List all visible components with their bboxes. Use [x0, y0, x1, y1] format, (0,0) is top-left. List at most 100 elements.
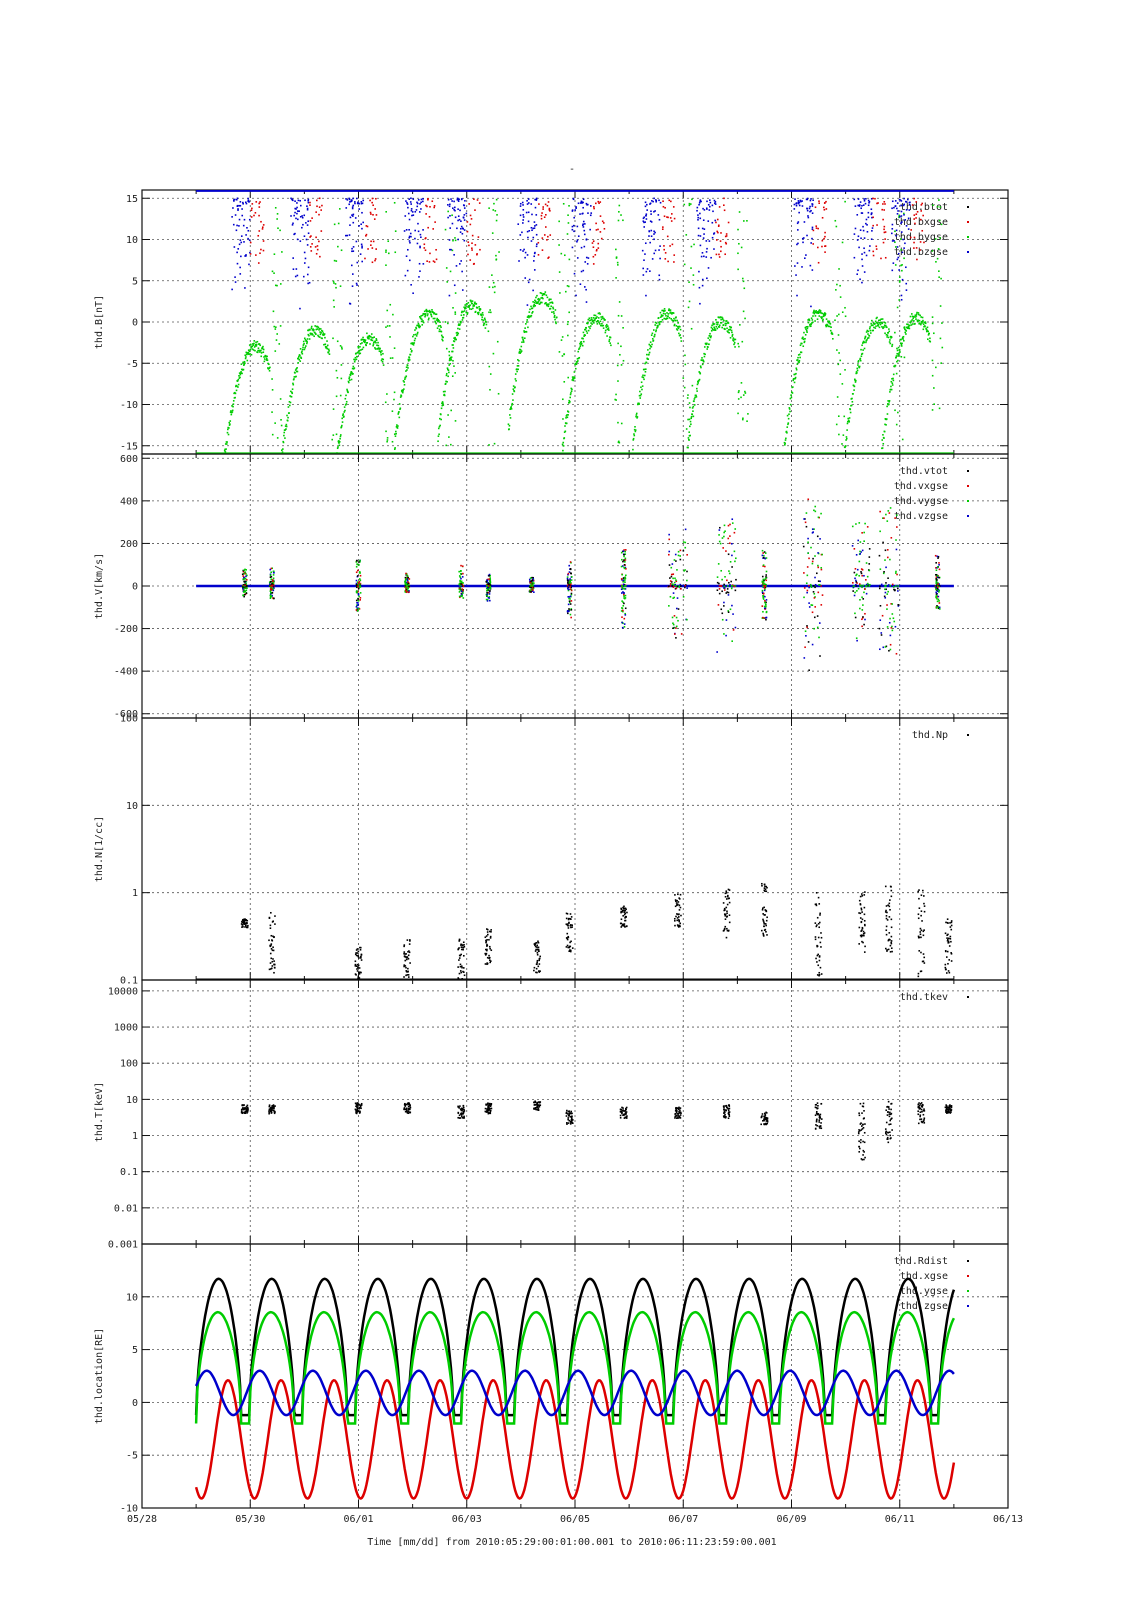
- bygse-point: [801, 342, 803, 345]
- velocity-point: [623, 617, 626, 620]
- velocity-point: [680, 585, 682, 587]
- bygse-point: [376, 344, 378, 347]
- bzgse-point: [449, 248, 451, 251]
- bygse-point: [825, 325, 828, 328]
- bygse-point: [899, 280, 901, 282]
- bygse-point: [730, 326, 733, 329]
- bygse-point: [894, 331, 896, 334]
- bygse-point: [437, 427, 440, 430]
- bygse-point: [328, 353, 331, 355]
- velocity-point: [733, 585, 736, 588]
- velocity-point: [406, 578, 408, 580]
- velocity-point: [458, 575, 461, 577]
- bygse-point: [585, 327, 588, 329]
- velocity-point: [568, 584, 571, 587]
- velocity-point: [858, 574, 860, 577]
- bzgse-point: [408, 259, 411, 262]
- bygse-point: [574, 363, 576, 366]
- bygse-point: [708, 343, 710, 346]
- velocity-point: [568, 609, 571, 611]
- velocity-point: [245, 582, 247, 585]
- bzgse-point: [299, 215, 302, 218]
- bzgse-point: [412, 214, 415, 216]
- bzgse-point: [893, 239, 895, 242]
- velocity-point: [884, 549, 887, 552]
- velocity-point: [938, 589, 941, 592]
- velocity-point: [884, 559, 886, 561]
- velocity-point: [357, 592, 360, 595]
- series-points: [196, 498, 954, 672]
- bygse-point: [477, 311, 480, 314]
- velocity-point: [879, 604, 882, 607]
- bygse-point: [682, 377, 685, 379]
- bygse-point: [280, 449, 283, 452]
- bygse-point: [889, 391, 891, 393]
- bygse-point: [904, 329, 907, 331]
- velocity-point: [622, 550, 625, 553]
- bygse-point: [450, 356, 453, 358]
- bygse-point: [454, 292, 457, 294]
- bygse-point: [868, 335, 871, 337]
- bygse-point: [887, 336, 890, 339]
- velocity-point: [621, 621, 623, 624]
- bygse-point: [448, 364, 450, 366]
- density-point: [539, 970, 541, 972]
- bygse-point: [662, 312, 665, 315]
- bzgse-point: [585, 301, 588, 303]
- bygse-point: [297, 362, 299, 364]
- velocity-point: [529, 589, 532, 591]
- bzgse-point: [453, 208, 455, 211]
- velocity-point: [242, 587, 244, 590]
- bzgse-point: [419, 270, 421, 272]
- bygse-point: [578, 356, 581, 359]
- bygse-point: [882, 434, 884, 436]
- bygse-point: [558, 220, 560, 223]
- bygse-point: [435, 322, 437, 325]
- bzgse-point: [894, 200, 897, 202]
- bxgse-point: [919, 249, 921, 251]
- bzgse-point: [867, 216, 870, 219]
- bygse-point: [448, 350, 451, 353]
- legend-marker: [967, 221, 969, 223]
- bygse-point: [711, 328, 714, 331]
- bzgse-point: [404, 274, 407, 277]
- bzgse-point: [582, 198, 585, 201]
- bygse-point: [492, 352, 495, 355]
- bygse-point: [729, 328, 731, 331]
- bzgse-point: [698, 202, 701, 204]
- bygse-point: [403, 388, 405, 390]
- bygse-point: [541, 294, 544, 297]
- bzgse-point: [708, 205, 711, 208]
- density-point: [538, 971, 541, 973]
- bygse-point: [247, 349, 250, 351]
- bygse-point: [666, 317, 669, 320]
- velocity-point: [868, 563, 871, 565]
- velocity-point: [243, 576, 245, 579]
- density-point: [486, 962, 488, 964]
- bygse-point: [795, 372, 797, 375]
- bygse-point: [883, 437, 885, 439]
- bygse-point: [245, 356, 247, 358]
- velocity-point: [806, 591, 808, 594]
- velocity-point: [406, 575, 409, 578]
- bzgse-point: [350, 200, 352, 203]
- bxgse-point: [821, 216, 824, 219]
- velocity-point: [242, 585, 245, 588]
- bzgse-point: [407, 248, 409, 251]
- bygse-point: [907, 323, 909, 326]
- bygse-point: [821, 316, 823, 318]
- density-point: [538, 963, 541, 965]
- velocity-point: [567, 589, 570, 592]
- bygse-point: [223, 449, 226, 452]
- panel-1: 151050-5-10-15thd.B[nT]thd.btotthd.bxgse…: [94, 189, 1009, 455]
- bzgse-point: [302, 223, 304, 226]
- bygse-point: [375, 341, 377, 344]
- bygse-point: [712, 322, 714, 325]
- bzgse-point: [806, 234, 808, 237]
- bygse-point: [348, 376, 351, 378]
- bygse-point: [891, 382, 894, 385]
- bygse-point: [744, 390, 746, 393]
- bygse-point: [839, 359, 842, 362]
- bygse-point: [453, 365, 455, 367]
- bzgse-point: [303, 262, 306, 264]
